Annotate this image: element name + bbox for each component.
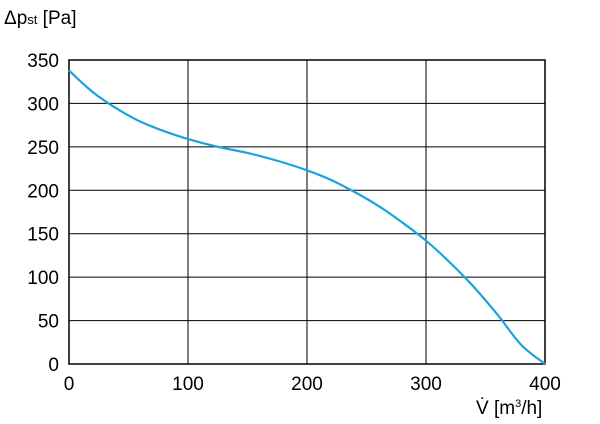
x-axis-label-unit-post: /h] bbox=[521, 398, 542, 419]
y-tick-label-7: 350 bbox=[27, 51, 59, 72]
plot-frame bbox=[68, 59, 546, 365]
x-axis-label-unit-sup: 3 bbox=[515, 398, 521, 410]
x-tick-label-4: 400 bbox=[529, 374, 561, 395]
y-axis-label-sub: st bbox=[27, 12, 38, 27]
y-tick-labels: 0 50 100 150 200 250 300 350 bbox=[27, 51, 59, 376]
x-tick-labels: 0 100 200 300 400 bbox=[64, 374, 561, 395]
y-tick-label-5: 250 bbox=[27, 138, 59, 159]
y-tick-label-1: 50 bbox=[38, 312, 59, 333]
y-tick-label-2: 100 bbox=[27, 268, 59, 289]
grid bbox=[69, 60, 545, 364]
x-axis-label-unit-pre: [m bbox=[489, 398, 515, 419]
y-tick-label-3: 150 bbox=[27, 225, 59, 246]
y-axis-label: Δpst [Pa] bbox=[4, 8, 76, 29]
series-line bbox=[68, 69, 546, 365]
y-tick-label-6: 300 bbox=[27, 94, 59, 115]
y-axis-label-main: Δp bbox=[4, 8, 27, 29]
x-tick-label-0: 0 bbox=[64, 374, 75, 395]
x-axis-label: V̇ [m3/h] bbox=[476, 398, 542, 419]
x-tick-label-2: 200 bbox=[291, 374, 323, 395]
y-tick-label-4: 200 bbox=[27, 181, 59, 202]
x-tick-label-1: 100 bbox=[172, 374, 204, 395]
x-axis-label-main: V̇ bbox=[476, 398, 489, 419]
x-tick-label-3: 300 bbox=[410, 374, 442, 395]
y-axis-label-unit: [Pa] bbox=[37, 8, 76, 29]
y-tick-label-0: 0 bbox=[48, 355, 59, 376]
